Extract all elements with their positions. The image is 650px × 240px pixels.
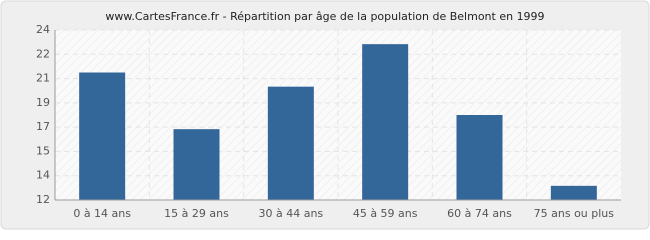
x-tick-label: 30 à 44 ans <box>258 207 323 220</box>
y-tick-label: 24 <box>36 23 50 36</box>
bar <box>79 72 126 200</box>
y-tick-label: 15 <box>36 144 50 157</box>
page: {"chart_data": {"type": "bar", "title": … <box>0 0 650 230</box>
chart-title: www.CartesFrance.fr - Répartition par âg… <box>105 10 544 23</box>
y-tick-label: 22 <box>36 47 50 60</box>
bar <box>173 129 220 200</box>
y-tick-label: 14 <box>36 169 50 182</box>
chart: www.CartesFrance.fr - Répartition par âg… <box>0 0 650 230</box>
y-tick-label: 21 <box>36 72 50 85</box>
x-tick-label: 75 ans ou plus <box>534 207 615 220</box>
y-tick-label: 12 <box>36 193 50 206</box>
x-tick-label: 60 à 74 ans <box>447 207 512 220</box>
x-tick-label: 0 à 14 ans <box>73 207 131 220</box>
y-tick-label: 19 <box>36 96 50 109</box>
x-tick-label: 15 à 29 ans <box>164 207 229 220</box>
bar <box>267 86 314 200</box>
y-tick-label: 17 <box>36 120 50 133</box>
bar <box>362 44 409 200</box>
bar <box>456 115 503 200</box>
bar <box>550 185 597 200</box>
x-tick-label: 45 à 59 ans <box>353 207 418 220</box>
